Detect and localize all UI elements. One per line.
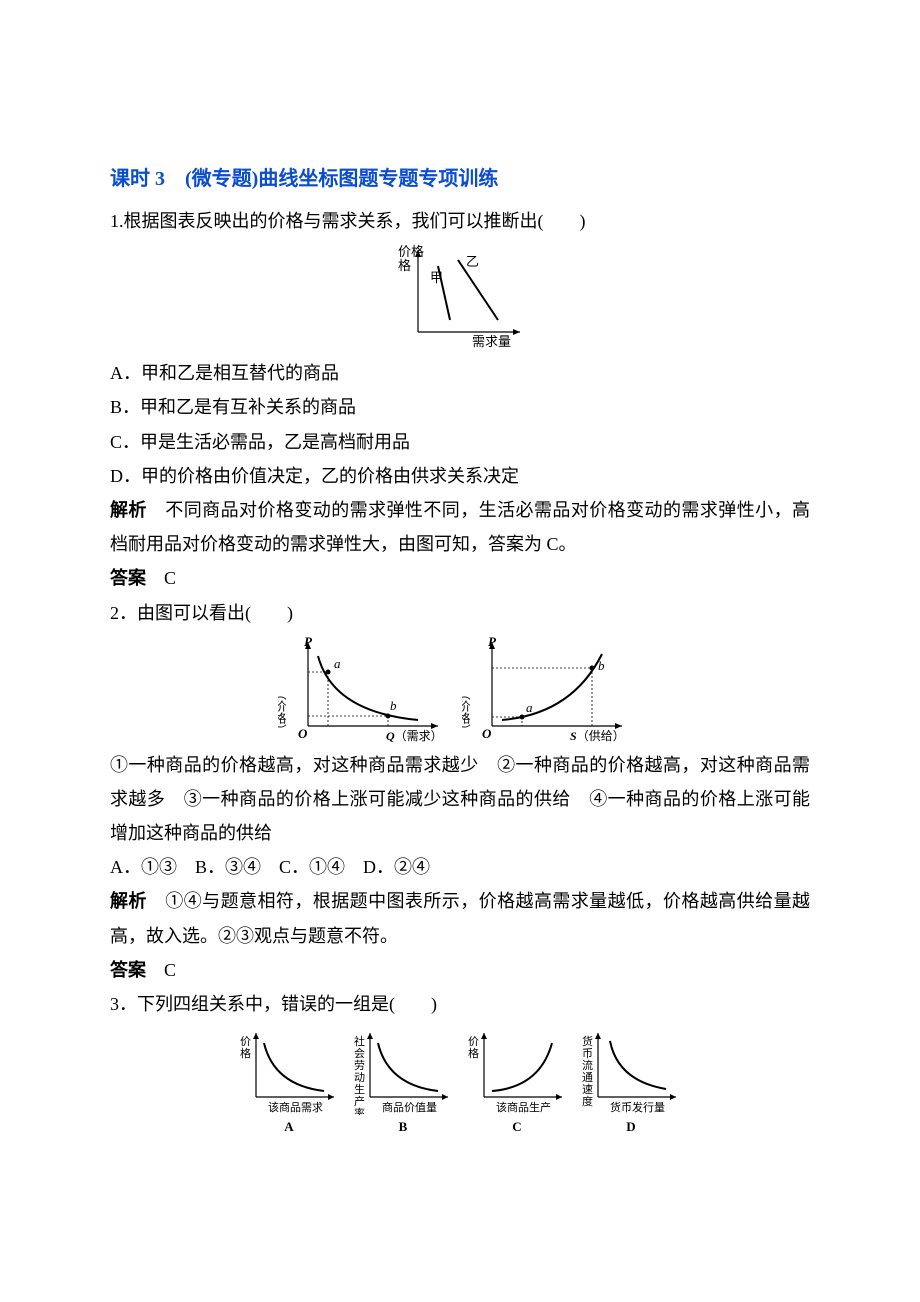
q1-stem: 1.根据图表反映出的价格与需求关系，我们可以推断出( ) bbox=[110, 204, 810, 238]
svg-text:劳: 劳 bbox=[354, 1059, 365, 1072]
svg-text:格: 格 bbox=[468, 1046, 479, 1060]
svg-text:商品价值量: 商品价值量 bbox=[382, 1100, 437, 1114]
q2-chart-right: P （价格） O S（供给） a b bbox=[462, 634, 642, 744]
analysis-label: 解析 bbox=[110, 500, 147, 520]
svg-text:流: 流 bbox=[582, 1058, 593, 1072]
q1-line-b bbox=[458, 260, 498, 320]
svg-text:该商品需求: 该商品需求 bbox=[268, 1100, 323, 1114]
q2l-a: a bbox=[334, 656, 341, 671]
svg-text:价: 价 bbox=[468, 1035, 479, 1048]
q2l-origin: O bbox=[298, 726, 308, 741]
q2-answer: 答案 C bbox=[110, 953, 810, 987]
q1-opt-c: C．甲是生活必需品，乙是高档耐用品 bbox=[110, 425, 810, 459]
q3-panel-A: 价格 该商品需求 A bbox=[234, 1025, 344, 1140]
svg-text:率: 率 bbox=[354, 1106, 365, 1115]
svg-text:通: 通 bbox=[582, 1071, 593, 1084]
q2r-ytop: P bbox=[488, 634, 497, 649]
q2-charts: P （价格） O Q（需求） a b P （价格） O S（供给） a b bbox=[110, 634, 810, 744]
lesson-title: 课时 3 (微专题)曲线坐标图题专题专项训练 bbox=[110, 160, 810, 198]
q2-analysis-text: ①④与题意相符，根据题中图表所示，价格越高需求量越低，价格越高供给量越高，故入选… bbox=[110, 891, 810, 945]
q1-analysis: 解析 不同商品对价格变动的需求弹性不同，生活必需品对价格变动的需求弹性小，高档耐… bbox=[110, 493, 810, 561]
q2r-a: a bbox=[526, 700, 533, 715]
answer-label: 答案 bbox=[110, 960, 146, 980]
q1-line-a bbox=[438, 266, 450, 320]
q1-label-b: 乙 bbox=[466, 254, 479, 269]
q1-xaxis: 需求量 bbox=[472, 334, 511, 349]
q2r-origin: O bbox=[482, 726, 492, 741]
svg-text:社: 社 bbox=[354, 1034, 365, 1048]
answer-label: 答案 bbox=[110, 568, 146, 588]
q3-stem: 3．下列四组关系中，错误的一组是( ) bbox=[110, 987, 810, 1021]
q1-yaxis2: 格 bbox=[398, 258, 411, 273]
q2-answer-text: C bbox=[146, 960, 176, 980]
q2l-ytop: P bbox=[304, 634, 313, 649]
q2l-ysub: （价格） bbox=[278, 688, 287, 736]
svg-text:速: 速 bbox=[582, 1083, 593, 1096]
svg-text:货: 货 bbox=[582, 1034, 593, 1048]
q1-opt-b: B．甲和乙是有互补关系的商品 bbox=[110, 390, 810, 424]
svg-text:币: 币 bbox=[582, 1047, 593, 1060]
q2r-b: b bbox=[598, 658, 605, 673]
q2-options: A．①③ B．③④ C．①④ D．②④ bbox=[110, 850, 810, 884]
q2l-x: Q（需求） bbox=[386, 729, 443, 743]
q3-charts: 价格 该商品需求 A 社会劳动生产率 商品价值量 B 价格 该商品生产 C bbox=[110, 1025, 810, 1142]
svg-text:货币发行量: 货币发行量 bbox=[610, 1100, 665, 1114]
q3-panel-D: 货币流通速度 货币发行量 D bbox=[576, 1025, 686, 1140]
q3-panel-B: 社会劳动生产率 商品价值量 B bbox=[348, 1025, 458, 1140]
q1-chart: 价格 格 需求量 甲 乙 bbox=[110, 242, 810, 352]
svg-text:度: 度 bbox=[582, 1094, 593, 1108]
q2r-ysub: （价格） bbox=[462, 688, 471, 736]
q2-statements: ①一种商品的价格越高，对这种商品需求越少 ②一种商品的价格越高，对这种商品需求越… bbox=[110, 748, 810, 851]
svg-text:产: 产 bbox=[354, 1094, 365, 1108]
q1-opt-a: A．甲和乙是相互替代的商品 bbox=[110, 356, 810, 390]
q2-chart-left: P （价格） O Q（需求） a b bbox=[278, 634, 458, 744]
q2r-x: S（供给） bbox=[570, 729, 625, 743]
q1-opt-d: D．甲的价格由价值决定，乙的价格由供求关系决定 bbox=[110, 459, 810, 493]
q1-answer-text: C bbox=[146, 568, 176, 588]
q3-panel-C: 价格 该商品生产 C bbox=[462, 1025, 572, 1140]
svg-text:生: 生 bbox=[354, 1082, 365, 1096]
q2-stem: 2．由图可以看出( ) bbox=[110, 596, 810, 630]
svg-text:该商品生产: 该商品生产 bbox=[496, 1100, 551, 1114]
q2-analysis: 解析 ①④与题意相符，根据题中图表所示，价格越高需求量越低，价格越高供给量越高，… bbox=[110, 884, 810, 952]
q2l-b: b bbox=[390, 698, 397, 713]
svg-text:价: 价 bbox=[240, 1035, 251, 1048]
svg-text:动: 动 bbox=[354, 1071, 365, 1084]
q1-answer: 答案 C bbox=[110, 561, 810, 595]
analysis-label: 解析 bbox=[110, 891, 147, 911]
svg-text:会: 会 bbox=[354, 1047, 365, 1060]
svg-text:格: 格 bbox=[240, 1046, 251, 1060]
q1-analysis-text: 不同商品对价格变动的需求弹性不同，生活必需品对价格变动的需求弹性小，高档耐用品对… bbox=[110, 500, 810, 554]
